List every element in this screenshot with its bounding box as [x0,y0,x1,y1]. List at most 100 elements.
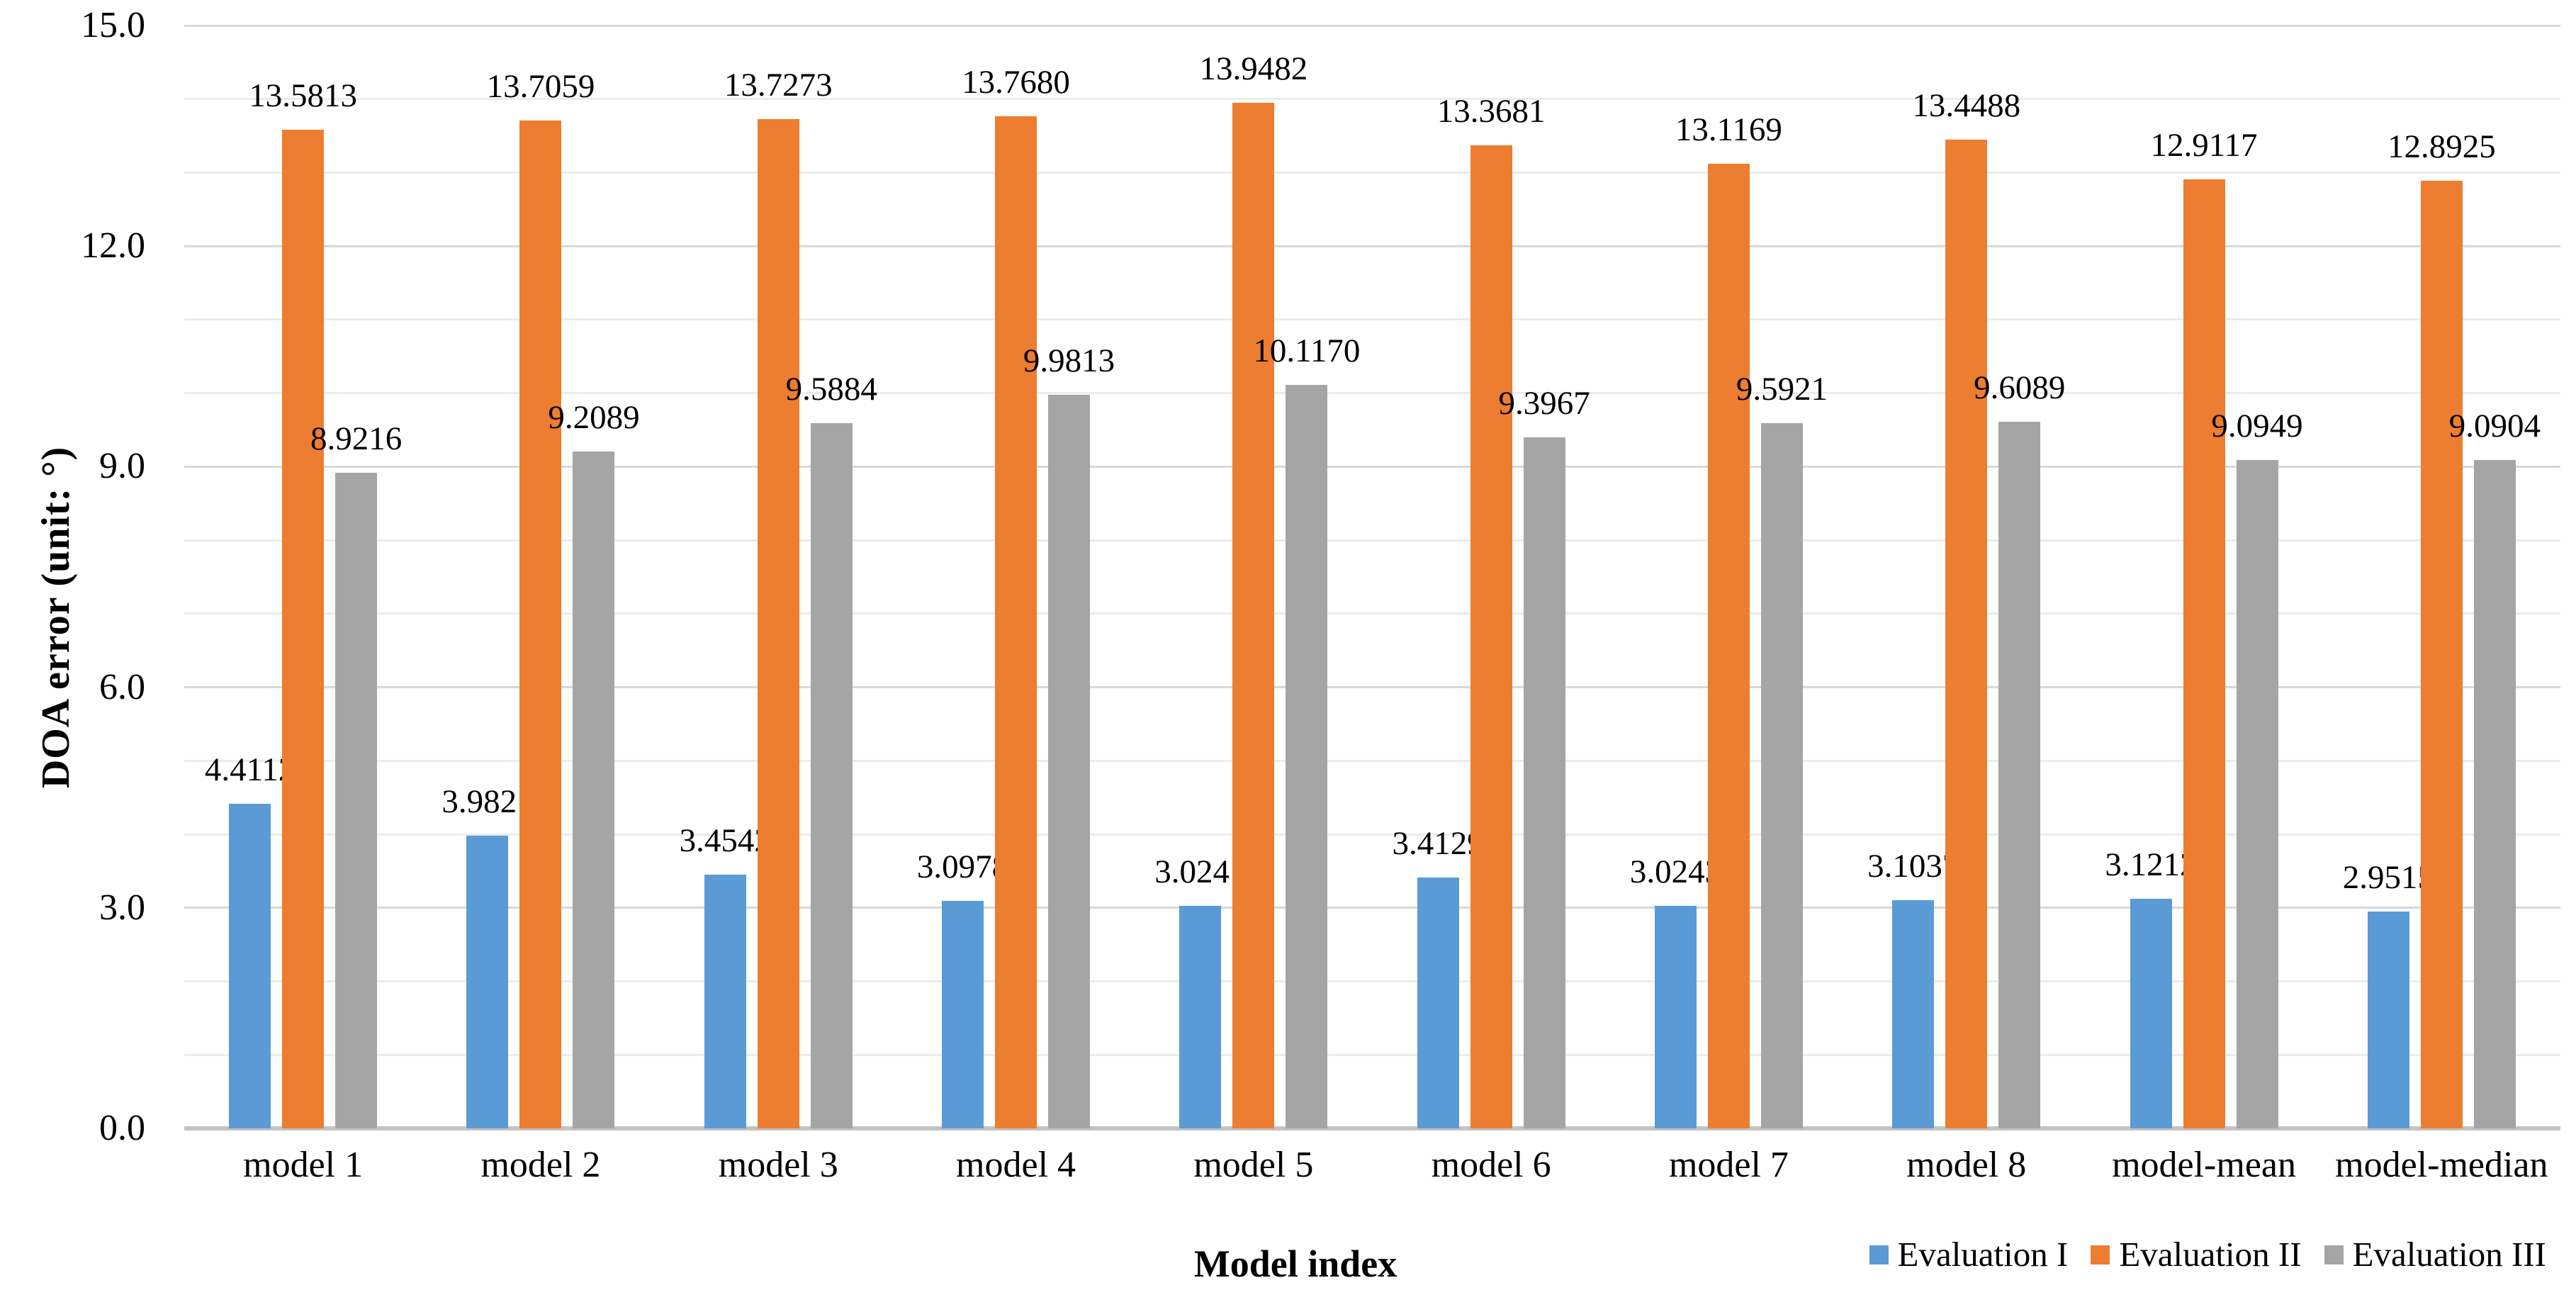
bar-evaluation-ii-model-8: 13.4488 [1912,89,2020,1128]
y-axis-title: DOA error (unit: °) [34,446,78,789]
bar-evaluation-ii-model-2: 13.7059 [487,70,595,1128]
data-label: 10.1170 [1253,332,1361,369]
minor-gridline-2 [184,980,2560,983]
y-tick-label-9.0: 9.0 [99,446,145,487]
bar-evaluation-i-model-mean: 3.1212 [2105,848,2197,1128]
bar-evaluation-iii-model-7: 9.5921 [1736,372,1828,1128]
plot-area: 4.4112 13.5813 8.9216 3.9821 13.7059 9.2089 3.… [184,24,2560,1131]
legend-swatch-icon [1869,1245,1889,1264]
data-label: 3.4129 [1392,824,1484,862]
bar-evaluation-ii-model-mean: 12.9117 [2151,128,2258,1128]
data-label: 9.3967 [1498,385,1590,422]
data-label: 9.5884 [785,371,877,408]
data-label: 13.7273 [724,67,833,104]
bar-evaluation-iii-model-3: 9.5884 [786,373,877,1128]
data-label: 4.4112 [204,751,296,789]
bar-evaluation-i-model-7: 3.0243 [1630,856,1721,1128]
y-tick-label-12.0: 12.0 [81,225,145,267]
legend-label: Evaluation I [1897,1235,2069,1274]
data-label: 9.9813 [1023,342,1115,379]
data-label: 9.2089 [548,398,640,436]
minor-gridline-14 [184,98,2560,101]
major-gridline-6 [184,686,2560,689]
bar-group-model-2: 3.9821 13.7059 9.2089 [422,26,659,1128]
data-label: 3.1037 [1867,848,1959,885]
bar-evaluation-iii-model-mean: 9.0949 [2211,409,2303,1128]
data-label: 13.4488 [1912,86,2021,124]
minor-gridline-10 [184,392,2560,395]
y-tick-label-6.0: 6.0 [99,666,145,707]
bar-evaluation-iii-model-6: 9.3967 [1499,387,1590,1128]
data-label: 3.0978 [916,848,1009,885]
bar-evaluation-i-model-5: 3.0241 [1154,856,1246,1128]
bar-group-model-7: 3.0243 13.1169 9.5921 [1610,26,1847,1128]
data-label: 12.9117 [2150,126,2258,164]
data-label: 3.9821 [441,783,534,820]
bar-evaluation-iii-model-8: 9.6089 [1974,371,2065,1128]
minor-gridline-7 [184,612,2560,615]
x-category-label-model-2: model 2 [480,1145,601,1185]
x-category-label-model-median: model-median [2335,1145,2548,1185]
bar-evaluation-i-model-4: 3.0978 [917,850,1008,1128]
minor-gridline-5 [184,759,2560,762]
x-axis-baseline [184,1126,2560,1131]
bar-evaluation-iii-model-1: 8.9216 [310,422,402,1128]
bar-group-model-5: 3.0241 13.9482 10.1170 [1135,26,1372,1128]
bar-evaluation-ii-model-7: 13.1169 [1675,113,1782,1128]
data-label: 2.9515 [2342,858,2434,896]
data-label: 13.9482 [1199,50,1308,88]
x-category-label-model-3: model 3 [718,1145,838,1185]
bar-evaluation-ii-model-median: 12.8925 [2387,130,2496,1128]
major-gridline-9 [184,465,2560,468]
data-label: 13.7059 [486,68,595,106]
data-label: 13.5813 [249,77,358,115]
data-label: 9.0949 [2211,407,2303,444]
major-gridline-12 [184,245,2560,247]
data-label: 9.0904 [2448,408,2541,445]
minor-gridline-4 [184,833,2560,836]
bar-evaluation-iii-model-5: 10.1170 [1253,334,1360,1128]
x-category-label-model-5: model 5 [1193,1145,1314,1185]
data-label: 13.3681 [1436,93,1546,130]
x-category-label-model-6: model 6 [1431,1145,1551,1185]
data-label: 9.6089 [1974,369,2066,407]
legend: Evaluation I Evaluation II Evaluation III [1869,1236,2546,1273]
bar-group-model-8: 3.1037 13.4488 9.6089 [1847,26,2085,1128]
bar-evaluation-ii-model-5: 13.9482 [1199,52,1307,1128]
data-label: 9.5921 [1736,370,1828,408]
data-label: 3.0241 [1154,853,1247,891]
bar-evaluation-i-model-3: 3.4542 [680,824,771,1128]
bar-evaluation-iii-model-2: 9.2089 [548,400,640,1128]
legend-swatch-icon [2324,1245,2344,1264]
legend-item-evaluation-iii: Evaluation III [2324,1236,2546,1273]
bar-group-model-median: 2.9515 12.8925 9.0904 [2323,26,2560,1128]
data-label: 8.9216 [310,420,403,457]
y-tick-label-0.0: 0.0 [99,1108,145,1148]
major-gridline-15 [184,24,2560,27]
legend-swatch-icon [2091,1245,2110,1264]
data-label: 13.1169 [1675,111,1782,149]
legend-item-evaluation-ii: Evaluation II [2091,1235,2302,1274]
bar-evaluation-i-model-1: 4.4112 [205,753,295,1128]
legend-label: Evaluation III [2352,1235,2546,1274]
bar-group-model-3: 3.4542 13.7273 9.5884 [660,26,897,1128]
data-label: 3.4542 [679,821,771,859]
bar-group-model-4: 3.0978 13.7680 9.9813 [897,26,1135,1128]
y-tick-label-3.0: 3.0 [99,887,145,928]
bar-evaluation-ii-model-4: 13.7680 [962,65,1070,1128]
bar-evaluation-ii-model-3: 13.7273 [724,69,833,1128]
bar-evaluation-iii-model-4: 9.9813 [1023,344,1115,1128]
bar-group-model-1: 4.4112 13.5813 8.9216 [184,26,422,1128]
x-axis-title: Model index [1193,1243,1397,1285]
minor-gridline-11 [184,318,2560,321]
x-category-label-model-1: model 1 [243,1145,364,1185]
bar-group-model-mean: 3.1212 12.9117 9.0949 [2085,26,2322,1128]
y-tick-label-15.0: 15.0 [81,5,145,45]
bar-evaluation-iii-model-median: 9.0904 [2449,410,2541,1128]
legend-label: Evaluation II [2119,1235,2302,1274]
legend-item-evaluation-i: Evaluation I [1869,1235,2069,1274]
data-label: 3.1212 [2105,846,2197,884]
bar-group-model-6: 3.4129 13.3681 9.3967 [1373,26,1610,1128]
minor-gridline-8 [184,539,2560,542]
